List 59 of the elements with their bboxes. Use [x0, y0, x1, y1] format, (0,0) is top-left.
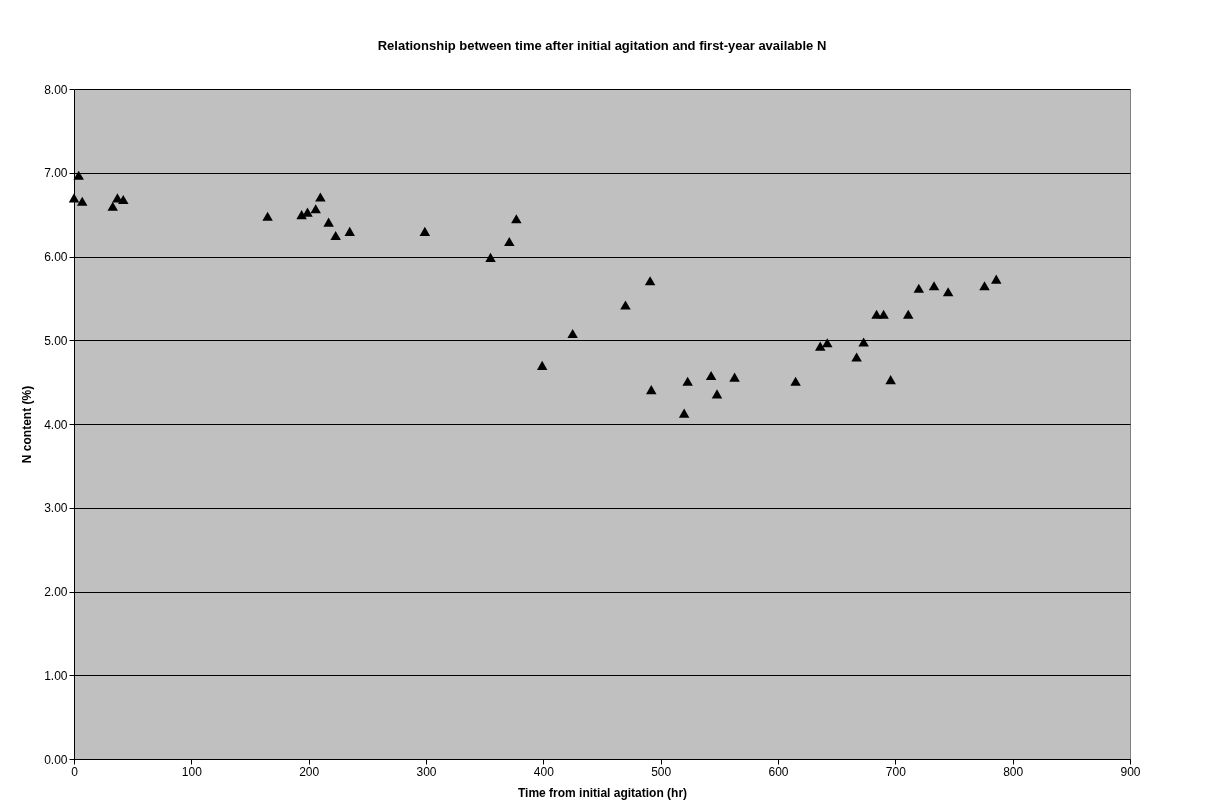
point	[705, 370, 717, 380]
point	[567, 329, 578, 339]
point	[822, 338, 833, 348]
point	[903, 309, 914, 319]
chart-title: Relationship between time after initial agitation and first-year available N	[377, 38, 827, 53]
x-tick-label: 300	[416, 764, 437, 779]
x-tick-label: 800	[1003, 764, 1024, 779]
point	[979, 281, 990, 291]
y-tick-label: 8.00	[44, 82, 68, 97]
point	[504, 236, 515, 246]
point	[729, 372, 740, 382]
point	[678, 408, 690, 418]
point	[344, 226, 355, 236]
point	[646, 385, 657, 395]
y-axis-title: N content (%)	[20, 385, 35, 464]
y-tick-label: 2.00	[44, 585, 68, 599]
point	[885, 375, 896, 385]
point	[682, 376, 693, 386]
point	[644, 276, 656, 286]
y-tick-label: 7.00	[44, 166, 68, 181]
point	[790, 376, 801, 386]
point	[419, 226, 431, 236]
y-tick-label: 6.00	[44, 250, 68, 264]
point	[536, 360, 548, 370]
x-tick-label: 900	[1120, 764, 1141, 779]
point	[68, 193, 80, 203]
point	[991, 274, 1002, 284]
point	[76, 196, 88, 206]
point	[118, 195, 129, 205]
x-axis-title: Time from initial agitation (hr)	[517, 785, 688, 800]
x-tick-label: 0	[71, 764, 79, 779]
y-tick-label: 5.00	[44, 333, 68, 348]
point	[511, 214, 522, 224]
point	[942, 287, 954, 297]
point	[262, 211, 273, 221]
point	[323, 217, 334, 227]
point	[711, 389, 723, 399]
y-tick-label: 0.00	[44, 752, 68, 767]
x-tick-label: 600	[768, 764, 789, 779]
point	[620, 300, 631, 310]
point	[913, 283, 925, 293]
y-tick-label: 4.00	[44, 417, 68, 432]
point	[310, 204, 321, 214]
point	[878, 309, 889, 319]
x-tick-label: 700	[885, 764, 907, 779]
x-tick-label: 400	[533, 764, 555, 779]
x-tick-label: 200	[299, 764, 320, 779]
point	[315, 192, 326, 202]
y-tick-label: 1.00	[44, 668, 68, 683]
point	[928, 281, 940, 291]
point	[330, 231, 341, 241]
point	[851, 352, 862, 362]
point	[485, 252, 496, 262]
x-tick-label: 500	[651, 764, 672, 779]
point	[815, 341, 826, 351]
point	[107, 201, 118, 211]
point	[73, 170, 84, 180]
y-tick-label: 3.00	[44, 501, 68, 516]
x-tick-label: 100	[181, 764, 203, 779]
